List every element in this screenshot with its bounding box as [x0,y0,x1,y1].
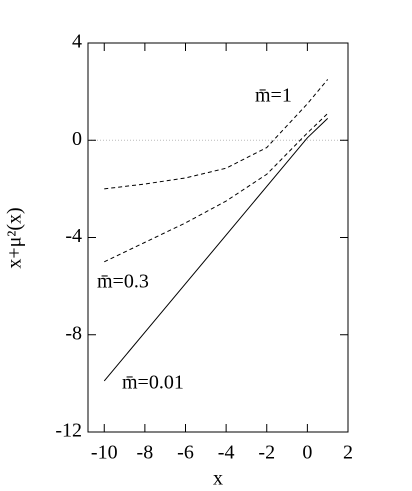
x-tick-label: 2 [343,442,353,464]
x-tick-label: -2 [258,442,275,464]
y-tick-label: -8 [65,322,82,344]
x-tick-label: -8 [137,442,154,464]
series-label: m̄=0.3 [97,271,149,293]
x-tick-label: 0 [302,442,312,464]
y-tick-label: 0 [72,128,82,150]
y-tick-label: -12 [55,420,82,442]
y-tick-label: 4 [72,31,82,53]
y-axis-label: x+μ²(x) [4,207,26,268]
x-axis-label: x [213,468,223,490]
x-tick-label: -4 [218,442,235,464]
series-label: m̄=0.01 [122,372,184,394]
y-tick-label: -4 [65,225,82,247]
x-tick-label: -6 [177,442,194,464]
series-line [103,118,329,382]
series-label: m̄=1 [255,85,292,107]
series-line [104,79,329,190]
x-tick-label: -10 [91,442,118,464]
series-line [104,113,329,263]
